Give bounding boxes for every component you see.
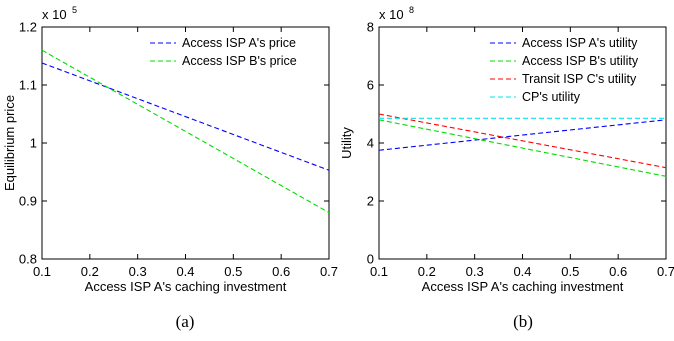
x-tick-label: 0.7 (657, 264, 674, 279)
x-tick-label: 0.2 (418, 264, 436, 279)
x-axis-label: Access ISP A's caching investment (85, 279, 287, 294)
y-tick-label: 2 (367, 194, 374, 209)
legend-entry-2: Access ISP B's utility (522, 54, 639, 68)
chart-b: 0.1 0.2 0.3 0.4 0.5 0.6 0.7 0 2 4 6 8 x 10 8 Access IS… (339, 5, 674, 331)
series-line-2 (378, 119, 667, 177)
figure-caption: (a) (176, 312, 195, 331)
series-line-1 (378, 119, 667, 151)
y-multiplier-exponent: 8 (409, 5, 414, 15)
y-tick-label: 6 (367, 78, 374, 93)
legend-entry-4: CP's utility (522, 90, 581, 104)
x-tick-label: 0.7 (320, 264, 338, 279)
y-tick-label: 0.9 (19, 194, 37, 209)
plot-frame (41, 26, 330, 260)
y-tick-label: 4 (367, 136, 374, 151)
y-multiplier-exponent: 5 (72, 5, 77, 15)
x-tick-label: 0.3 (129, 264, 147, 279)
figure-caption: (b) (513, 312, 533, 331)
x-tick-label: 0.4 (176, 264, 194, 279)
x-tick-label: 0.4 (513, 264, 531, 279)
x-tick-label: 0.6 (272, 264, 290, 279)
x-tick-label: 0.1 (33, 264, 51, 279)
x-tick-label: 0.2 (81, 264, 99, 279)
y-tick-label: 0.8 (19, 252, 37, 267)
x-tick-label: 0.3 (466, 264, 484, 279)
chart-a: 0.1 0.2 0.3 0.4 0.5 0.6 0.7 0.8 0.9 1 1.1 1.2 x 10 5 A… (2, 5, 338, 331)
series-line-1 (41, 62, 330, 171)
x-tick-label: 0.5 (561, 264, 579, 279)
legend-entry-3: Transit ISP C's utility (522, 72, 637, 86)
series-line-3 (378, 113, 667, 169)
y-tick-label: 1.1 (19, 78, 37, 93)
series-line-2 (41, 49, 330, 214)
y-axis-label: Equilibrium price (2, 95, 17, 191)
x-tick-label: 0.6 (609, 264, 627, 279)
plot-frame (378, 26, 667, 260)
y-axis-label: Utility (339, 127, 354, 159)
y-tick-label: 0 (367, 252, 374, 267)
y-tick-label: 8 (367, 20, 374, 35)
x-axis-label: Access ISP A's caching investment (422, 279, 624, 294)
y-multiplier: x 10 (379, 7, 404, 22)
y-tick-label: 1.2 (19, 20, 37, 35)
x-tick-label: 0.5 (224, 264, 242, 279)
y-multiplier: x 10 (42, 7, 67, 22)
legend-entry-1: Access ISP A's utility (522, 36, 638, 50)
legend-entry-1: Access ISP A's price (182, 36, 296, 50)
legend-entry-2: Access ISP B's price (182, 54, 297, 68)
y-tick-label: 1 (30, 136, 37, 151)
x-tick-label: 0.1 (370, 264, 388, 279)
